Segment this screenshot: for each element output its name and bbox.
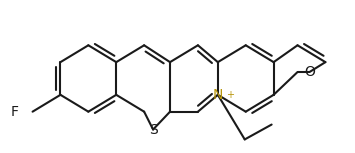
Text: N: N bbox=[213, 88, 223, 102]
Text: +: + bbox=[226, 90, 234, 100]
Text: F: F bbox=[11, 105, 18, 119]
Text: O: O bbox=[304, 65, 315, 79]
Text: S: S bbox=[149, 123, 158, 136]
